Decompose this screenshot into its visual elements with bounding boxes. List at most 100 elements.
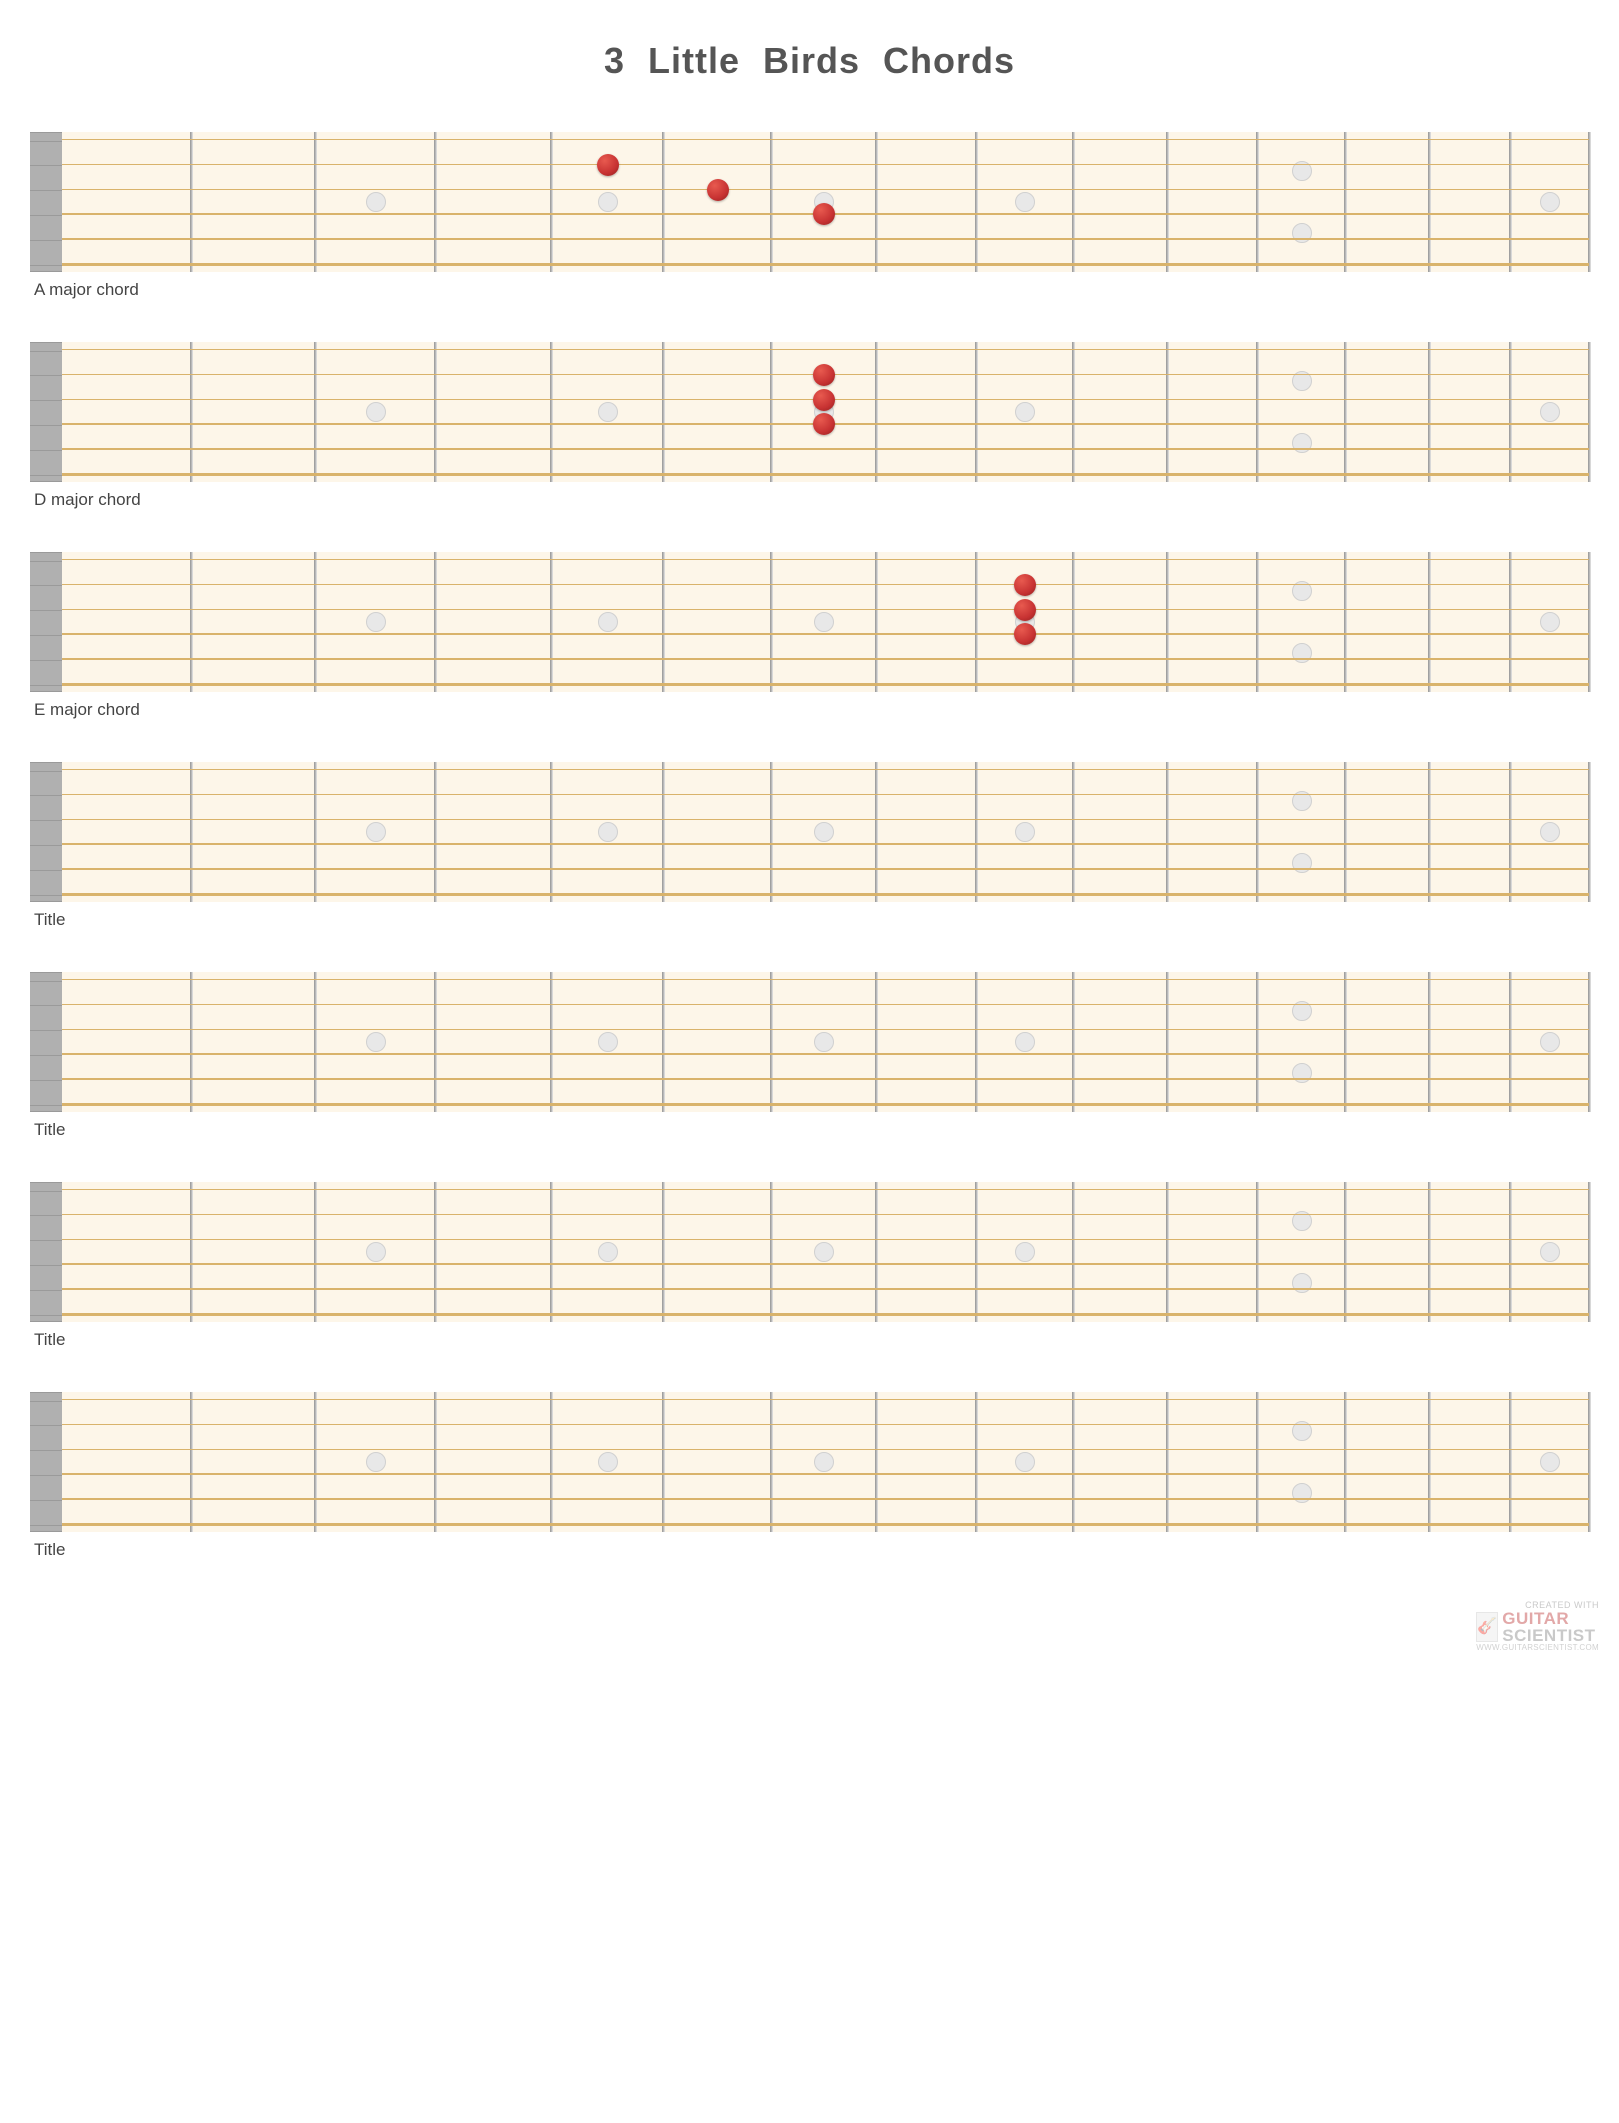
string-line bbox=[62, 1263, 1589, 1265]
fret-line bbox=[770, 1182, 773, 1322]
string-line bbox=[62, 238, 1589, 240]
string-line bbox=[62, 633, 1589, 635]
fret-inlay bbox=[814, 612, 834, 632]
fret-line bbox=[434, 972, 437, 1112]
fret-line bbox=[1588, 1182, 1591, 1322]
string-line bbox=[62, 1523, 1589, 1526]
fret-line bbox=[434, 1392, 437, 1532]
fret-line bbox=[1344, 1182, 1347, 1322]
fret-line bbox=[1509, 552, 1512, 692]
string-line bbox=[62, 559, 1589, 560]
fret-line bbox=[1166, 132, 1169, 272]
fret-line bbox=[770, 972, 773, 1112]
fret-inlay bbox=[1015, 192, 1035, 212]
fretboard bbox=[30, 342, 1589, 482]
diagram-caption: Title bbox=[34, 910, 1589, 930]
string-line bbox=[62, 139, 1589, 140]
fret-line bbox=[1344, 1392, 1347, 1532]
fret-line bbox=[1072, 552, 1075, 692]
fret-line bbox=[550, 972, 553, 1112]
fret-line bbox=[550, 762, 553, 902]
fretboard-diagram: Title bbox=[30, 972, 1589, 1140]
fret-line bbox=[1509, 132, 1512, 272]
fret-line bbox=[1072, 762, 1075, 902]
fret-line bbox=[770, 552, 773, 692]
fret-line bbox=[662, 972, 665, 1112]
fret-line bbox=[1588, 132, 1591, 272]
fret-inlay bbox=[814, 1452, 834, 1472]
fret-line bbox=[1428, 762, 1431, 902]
fretboard-nut bbox=[30, 762, 62, 902]
fret-line bbox=[975, 972, 978, 1112]
string-line bbox=[62, 1449, 1589, 1451]
fret-line bbox=[1166, 552, 1169, 692]
fret-line bbox=[875, 552, 878, 692]
watermark-text: GUITAR SCIENTIST bbox=[1502, 1610, 1595, 1644]
fretboard-nut bbox=[30, 342, 62, 482]
string-line bbox=[62, 1029, 1589, 1031]
fret-line bbox=[1509, 1392, 1512, 1532]
diagram-caption: Title bbox=[34, 1120, 1589, 1140]
diagram-caption: Title bbox=[34, 1540, 1589, 1560]
fret-line bbox=[1166, 342, 1169, 482]
string-line bbox=[62, 584, 1589, 586]
fret-line bbox=[1588, 972, 1591, 1112]
fretboard-diagram: A major chord bbox=[30, 132, 1589, 300]
string-line bbox=[62, 263, 1589, 266]
fret-inlay bbox=[598, 1032, 618, 1052]
fret-line bbox=[1588, 762, 1591, 902]
fretboard-diagram: Title bbox=[30, 762, 1589, 930]
page-container: 3 Little Birds Chords A major chordD maj… bbox=[0, 0, 1619, 1662]
string-line bbox=[62, 658, 1589, 660]
fret-line bbox=[1344, 972, 1347, 1112]
fret-line bbox=[662, 762, 665, 902]
fret-line bbox=[190, 762, 193, 902]
fret-line bbox=[1509, 342, 1512, 482]
fret-line bbox=[875, 972, 878, 1112]
fret-line bbox=[550, 132, 553, 272]
string-line bbox=[62, 1424, 1589, 1426]
fret-line bbox=[1256, 1392, 1259, 1532]
fret-inlay bbox=[814, 1032, 834, 1052]
fretboard-nut bbox=[30, 1392, 62, 1532]
fretboard-surface bbox=[62, 552, 1589, 692]
fret-line bbox=[1256, 552, 1259, 692]
fret-inlay bbox=[598, 192, 618, 212]
fret-line bbox=[434, 552, 437, 692]
fretboard-nut bbox=[30, 1182, 62, 1322]
fretboard-diagram: E major chord bbox=[30, 552, 1589, 720]
fret-line bbox=[190, 1392, 193, 1532]
fret-line bbox=[770, 762, 773, 902]
fret-line bbox=[550, 1392, 553, 1532]
watermark: CREATED WITH 🎸 GUITAR SCIENTIST WWW.GUIT… bbox=[1476, 1601, 1599, 1652]
fret-line bbox=[1588, 552, 1591, 692]
watermark-main: 🎸 GUITAR SCIENTIST bbox=[1476, 1610, 1599, 1644]
fret-line bbox=[314, 972, 317, 1112]
fret-line bbox=[662, 1392, 665, 1532]
fret-line bbox=[1256, 972, 1259, 1112]
fret-line bbox=[1072, 1182, 1075, 1322]
diagram-caption: D major chord bbox=[34, 490, 1589, 510]
fretboard bbox=[30, 552, 1589, 692]
fret-line bbox=[1166, 972, 1169, 1112]
fret-inlay bbox=[366, 402, 386, 422]
fret-inlay bbox=[1015, 822, 1035, 842]
string-line bbox=[62, 1214, 1589, 1216]
string-line bbox=[62, 1288, 1589, 1290]
fret-line bbox=[1588, 1392, 1591, 1532]
string-line bbox=[62, 1053, 1589, 1055]
fret-line bbox=[1428, 132, 1431, 272]
note-marker bbox=[813, 413, 835, 435]
fretboard-surface bbox=[62, 132, 1589, 272]
fret-inlay bbox=[1015, 1032, 1035, 1052]
fret-line bbox=[1509, 1182, 1512, 1322]
fret-inlay bbox=[1540, 192, 1560, 212]
note-marker bbox=[1014, 599, 1036, 621]
fret-line bbox=[434, 1182, 437, 1322]
fret-inlay bbox=[1540, 612, 1560, 632]
fret-inlay bbox=[1015, 402, 1035, 422]
fret-line bbox=[662, 132, 665, 272]
fretboard-nut bbox=[30, 972, 62, 1112]
string-line bbox=[62, 1189, 1589, 1190]
fret-inlay bbox=[366, 822, 386, 842]
